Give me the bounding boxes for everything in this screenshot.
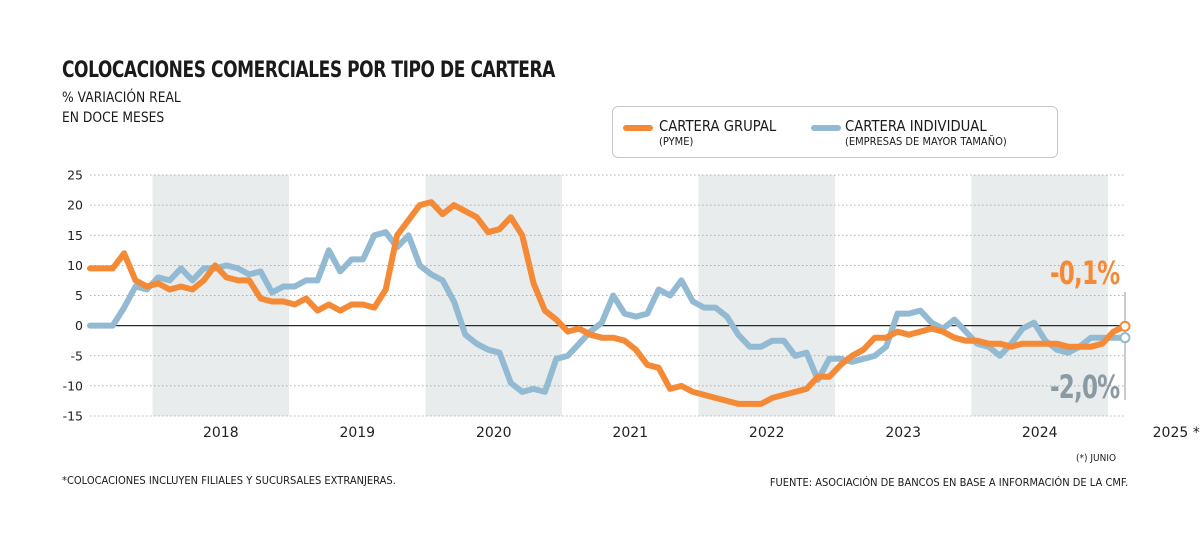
- legend-label-individual: CARTERA INDIVIDUAL: [845, 117, 987, 135]
- x-year-label: 2019: [339, 425, 375, 441]
- individual-last-value-label: -2,0%: [1050, 368, 1120, 406]
- legend-swatch-grupal: [623, 125, 653, 131]
- x-year-label: 2023: [885, 425, 921, 441]
- series-line-grupal: [87, 199, 1128, 407]
- legend-swatch-individual: [811, 125, 841, 131]
- junio-note: (*) JUNIO: [1076, 453, 1117, 464]
- y-tick-label: 25: [67, 168, 83, 183]
- x-year-label: 2022: [749, 425, 785, 441]
- legend-sublabel-grupal: (PYME): [659, 135, 694, 148]
- grupal-endpoint-marker: [1119, 320, 1131, 332]
- x-year-label: 2018: [203, 425, 239, 441]
- y-tick-label: 15: [67, 228, 83, 243]
- x-year-label: 2020: [476, 425, 512, 441]
- y-tick-label: -15: [63, 409, 83, 424]
- source-note: FUENTE: ASOCIACIÓN DE BANCOS EN BASE A I…: [769, 476, 1128, 489]
- series-line-individual: [87, 229, 1128, 395]
- shaded-band-0: [152, 175, 290, 416]
- x-year-label: 2024: [1022, 425, 1058, 441]
- y-tick-label: 5: [75, 288, 83, 303]
- chart-subtitle: % VARIACIÓN REAL EN DOCE MESES: [62, 88, 181, 128]
- legend-item-grupal: CARTERA GRUPAL (PYME): [659, 117, 792, 149]
- grupal-last-value-label: -0,1%: [1050, 254, 1120, 292]
- legend-item-individual: CARTERA INDIVIDUAL (EMPRESAS DE MAYOR TA…: [845, 117, 1025, 149]
- x-year-label: 2025 *: [1153, 425, 1200, 441]
- chart-legend: CARTERA GRUPAL (PYME) CARTERA INDIVIDUAL…: [612, 106, 1058, 158]
- y-tick-label: 20: [67, 198, 83, 213]
- x-year-label: 2021: [612, 425, 648, 441]
- subtitle-line-2: EN DOCE MESES: [62, 110, 165, 126]
- footnote: *COLOCACIONES INCLUYEN FILIALES Y SUCURS…: [62, 474, 396, 487]
- subtitle-line-1: % VARIACIÓN REAL: [62, 90, 181, 106]
- y-tick-label: -10: [63, 378, 83, 393]
- y-tick-label: -5: [71, 348, 83, 363]
- y-tick-label: 10: [67, 258, 83, 273]
- legend-label-grupal: CARTERA GRUPAL: [659, 117, 777, 135]
- individual-endpoint-marker: [1119, 332, 1131, 344]
- chart-title: COLOCACIONES COMERCIALES POR TIPO DE CAR…: [62, 58, 555, 83]
- legend-sublabel-individual: (EMPRESAS DE MAYOR TAMAÑO): [845, 135, 1007, 148]
- y-tick-label: 0: [75, 318, 83, 333]
